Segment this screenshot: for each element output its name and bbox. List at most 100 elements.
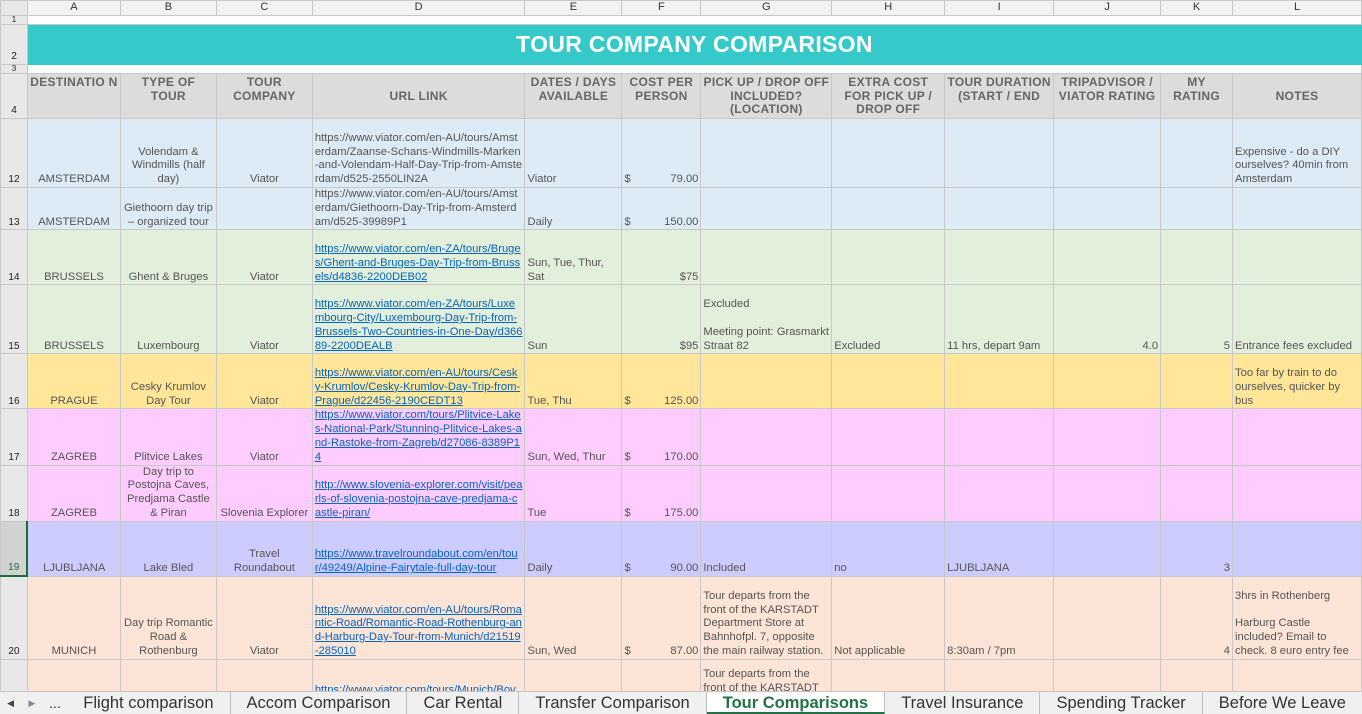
cell-tour-company[interactable]: Viator [215,408,313,466]
header-tripadvisor-rating[interactable]: TRIPADVISOR / VIATOR RATING [1053,73,1162,119]
cell-pickup[interactable] [700,408,833,466]
tab-flight-comparison[interactable]: Flight comparison [67,692,231,714]
cell-type-of-tour[interactable]: Cesky Krumlov Day Tour [119,353,217,410]
cell-my-rating[interactable] [1160,118,1233,188]
cell-extra-cost[interactable] [831,353,946,410]
cell-type-of-tour[interactable] [119,658,217,691]
column-header-i[interactable]: I [944,0,1055,16]
row-header[interactable]: 3 [0,64,28,74]
cell-notes[interactable]: 3hrs in Rothenberg Harburg Castle includ… [1232,575,1362,660]
cell-notes[interactable] [1232,520,1362,577]
column-header-d[interactable]: D [311,0,526,16]
more-tabs-button[interactable]: ... [49,695,61,711]
cell-notes[interactable] [1232,186,1362,231]
column-header-a[interactable]: A [26,0,121,16]
cell-extra-cost[interactable] [831,658,946,691]
cell-extra-cost[interactable] [831,229,946,286]
cell-cost-per-person[interactable]: $125.00 [621,353,702,410]
cell-cost-per-person[interactable]: $75 [621,229,702,286]
cell-extra-cost[interactable]: Excluded [831,284,946,355]
cell-tour-company[interactable]: Viator [215,229,313,286]
cell-destination[interactable]: MUNICH [26,575,121,660]
header-url-link[interactable]: URL LINK [311,73,526,119]
cell-destination[interactable] [26,658,121,691]
cell-rating[interactable] [1053,520,1162,577]
column-header-f[interactable]: F [621,0,702,16]
cell-cost-per-person[interactable]: $95 [621,284,702,355]
cell-rating[interactable]: 4.0 [1053,284,1162,355]
cell-pickup[interactable]: Included [700,520,833,577]
cell-notes[interactable]: Expensive - do a DIY ourselves? 40min fr… [1232,118,1362,188]
column-header-l[interactable]: L [1232,0,1362,16]
tab-travel-insurance[interactable]: Travel Insurance [885,692,1041,714]
header-cost-per-person[interactable]: COST PER PERSON [621,73,702,119]
tab-accom-comparison[interactable]: Accom Comparison [231,692,408,714]
cell-type-of-tour[interactable]: Luxembourg [119,284,217,355]
row-header[interactable]: 1 [0,15,28,25]
tab-car-rental[interactable]: Car Rental [407,692,520,714]
cell-my-rating[interactable]: 4 [1160,575,1233,660]
cell-destination[interactable]: AMSTERDAM [26,118,121,188]
cell-pickup[interactable]: Tour departs from the front of the KARST… [700,658,833,691]
cell-pickup[interactable]: Tour departs from the front of the KARST… [700,575,833,660]
cell-my-rating[interactable] [1160,408,1233,466]
row-header[interactable]: 2 [0,24,28,65]
row-header[interactable]: 17 [0,408,28,466]
row-header[interactable]: 12 [0,118,28,188]
cell-my-rating[interactable] [1160,186,1233,231]
cell-my-rating[interactable]: 5 [1160,284,1233,355]
cell-duration[interactable] [944,353,1055,410]
cell-url-link[interactable]: http://www.slovenia-explorer.com/visit/p… [311,464,526,522]
row-header[interactable]: 14 [0,229,28,286]
cell-rating[interactable] [1053,118,1162,188]
row-header[interactable]: 20 [0,575,28,660]
empty-row[interactable] [26,64,1362,74]
cell-dates-available[interactable]: Daily [524,520,623,577]
cell-cost-per-person[interactable]: $90.00 [621,520,702,577]
cell-extra-cost[interactable]: Not applicable [831,575,946,660]
cell-tour-company[interactable]: Viator [215,118,313,188]
row-header[interactable]: 4 [0,73,28,119]
tab-spending-tracker[interactable]: Spending Tracker [1040,692,1203,714]
cell-type-of-tour[interactable]: Volendam & Windmills (half day) [119,118,217,188]
cell-duration[interactable]: LJUBLJANA [944,520,1055,577]
cell-tour-company[interactable]: Travel Roundabout [215,520,313,577]
cell-type-of-tour[interactable]: Ghent & Bruges [119,229,217,286]
scroll-tabs-left-icon[interactable]: ◀ [7,697,15,708]
cell-rating[interactable] [1053,353,1162,410]
cell-pickup[interactable] [700,353,833,410]
cell-notes[interactable]: Entrance fees excluded [1232,284,1362,355]
header-tour-duration[interactable]: TOUR DURATION (START / END [944,73,1055,119]
cell-my-rating[interactable] [1160,229,1233,286]
column-header-j[interactable]: J [1053,0,1162,16]
header-notes[interactable]: NOTES [1232,73,1362,119]
cell-dates-available[interactable]: Daily [524,186,623,231]
select-all-corner[interactable] [0,0,28,16]
cell-tour-company[interactable] [215,658,313,691]
cell-rating[interactable] [1053,229,1162,286]
spreadsheet-grid[interactable]: A B C D E F G H I J K L 1 2 TOUR COMPANY… [0,0,1362,691]
cell-url-link[interactable]: https://www.viator.com/tours/Plitvice-La… [311,408,526,466]
empty-row[interactable] [26,15,1362,25]
cell-url-link[interactable]: https://www.viator.com/en-ZA/tours/Bruge… [311,229,526,286]
header-my-rating[interactable]: MY RATING [1160,73,1233,119]
cell-my-rating[interactable] [1160,658,1233,691]
cell-pickup[interactable] [700,186,833,231]
header-dates-available[interactable]: DATES / DAYS AVAILABLE [524,73,623,119]
cell-destination[interactable]: ZAGREB [26,464,121,522]
tab-transfer-comparison[interactable]: Transfer Comparison [519,692,707,714]
cell-pickup[interactable] [700,118,833,188]
cell-my-rating[interactable] [1160,464,1233,522]
cell-type-of-tour[interactable]: Giethoorn day trip – organized tour [119,186,217,231]
column-header-h[interactable]: H [831,0,946,16]
row-header[interactable]: 13 [0,186,28,231]
cell-destination[interactable]: AMSTERDAM [26,186,121,231]
cell-notes[interactable] [1232,408,1362,466]
header-type-of-tour[interactable]: TYPE OF TOUR [119,73,217,119]
cell-dates-available[interactable]: Sun [524,284,623,355]
cell-rating[interactable] [1053,408,1162,466]
cell-my-rating[interactable]: 3 [1160,520,1233,577]
header-tour-company[interactable]: TOUR COMPANY [215,73,313,119]
cell-tour-company[interactable]: Viator [215,284,313,355]
cell-pickup[interactable] [700,464,833,522]
